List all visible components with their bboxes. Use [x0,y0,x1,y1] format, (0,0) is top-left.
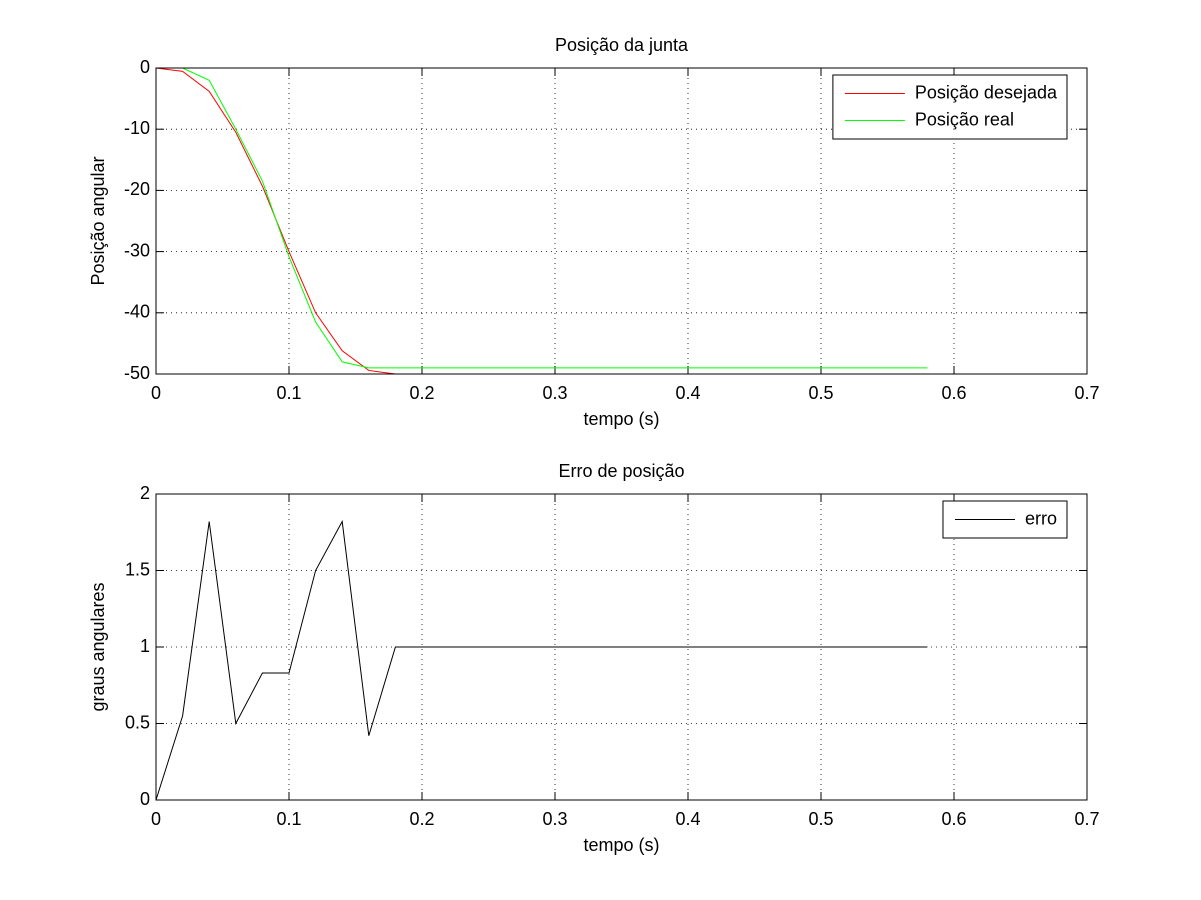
y-tick-label: 1.5 [125,559,150,579]
y-tick-label: -30 [124,240,150,260]
y-axis-label: Posição angular [88,156,108,285]
y-tick-label: -10 [124,118,150,138]
x-tick-label: 0.4 [675,383,700,403]
legend: Posição desejada Posição real [832,74,1068,140]
y-tick-label: -20 [124,179,150,199]
x-axis-label: tempo (s) [583,409,659,429]
legend-label: Posição desejada [915,82,1058,102]
x-tick-label: 0.2 [409,809,434,829]
legend: erro [942,500,1068,539]
x-tick-label: 0.7 [1074,809,1099,829]
data-line [155,519,928,801]
x-tick-label: 0.6 [941,809,966,829]
y-tick-label: 1 [140,636,150,656]
axes-box [155,67,1088,375]
chart-title: Posição da junta [555,35,689,55]
x-tick-label: 0.5 [808,383,833,403]
x-tick-label: 0 [151,383,161,403]
y-axis-label: graus angulares [88,582,108,711]
legend-label: Posição real [915,109,1014,129]
legend-box [832,74,1068,140]
x-tick-label: 0.6 [941,383,966,403]
x-tick-label: 0.2 [409,383,434,403]
x-tick-label: 0.5 [808,809,833,829]
x-tick-label: 0.3 [542,383,567,403]
chart-title: Erro de posição [558,461,684,481]
x-tick-label: 0.4 [675,809,700,829]
y-tick-label: 0 [140,57,150,77]
data-line [156,67,928,369]
y-tick-label: 2 [140,483,150,503]
y-tick-label: -50 [124,363,150,383]
x-tick-label: 0 [151,809,161,829]
y-tick-label: -40 [124,302,150,322]
y-tick-label: 0.5 [125,712,150,732]
x-axis-label: tempo (s) [583,835,659,855]
x-tick-label: 0.1 [276,809,301,829]
axes-box [155,493,1088,801]
x-tick-label: 0.1 [276,383,301,403]
x-tick-label: 0.3 [542,809,567,829]
y-tick-label: 0 [140,789,150,809]
x-tick-label: 0.7 [1074,383,1099,403]
legend-label: erro [1025,508,1057,528]
